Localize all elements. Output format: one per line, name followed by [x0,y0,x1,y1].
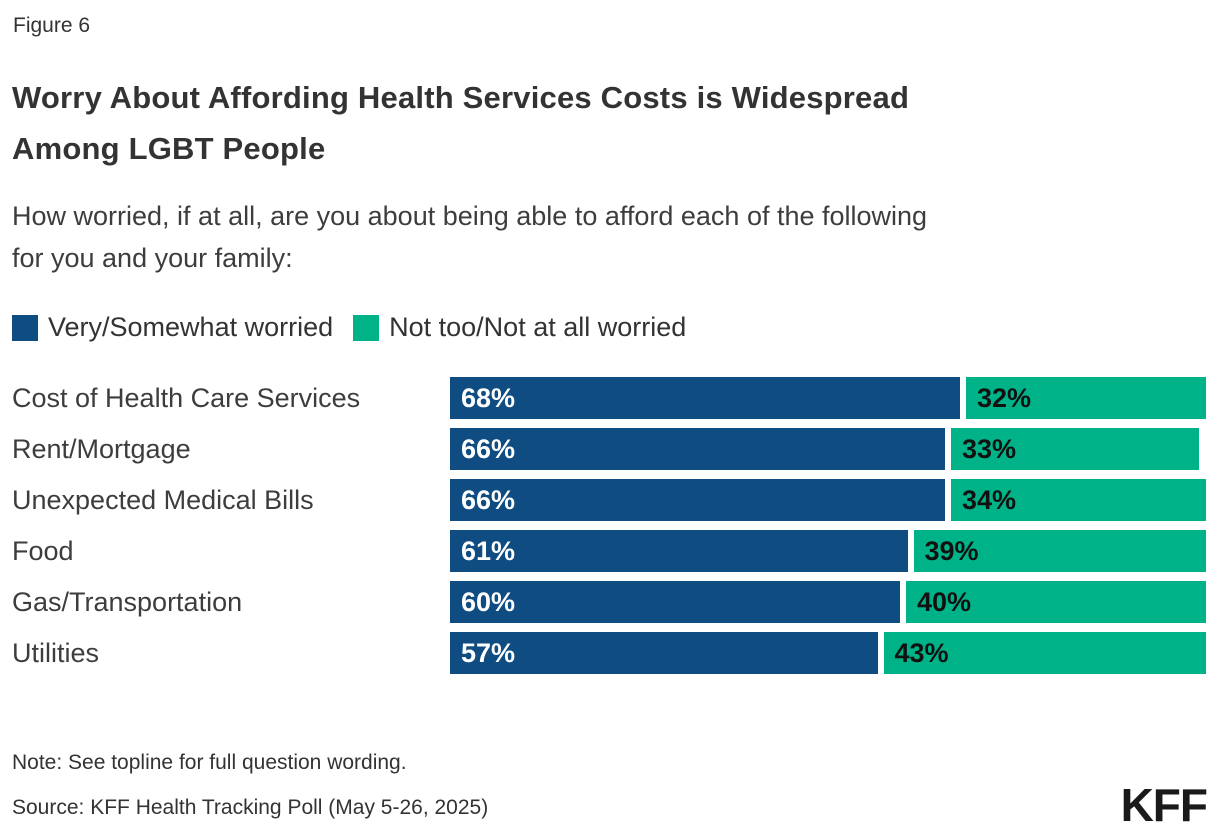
bar-segment-not-worried: 40% [906,581,1206,623]
bar-value-worried: 68% [461,382,516,413]
bar-segment-worried: 57% [450,632,878,674]
category-label: Rent/Mortgage [12,433,191,464]
bar-value-worried: 57% [461,637,516,668]
bar-segment-not-worried: 34% [951,479,1206,521]
legend-swatch-not-worried [353,314,380,341]
legend-label-not-worried: Not too/Not at all worried [389,312,687,342]
bar-value-not-worried: 34% [962,484,1017,515]
chart-row: Gas/Transportation 60% 40% [12,581,1208,623]
bar-value-not-worried: 40% [917,586,972,617]
bar-segment-worried: 68% [450,377,960,419]
chart-row: Food 61% 39% [12,530,1208,572]
bar-value-not-worried: 33% [962,433,1017,464]
bar-value-not-worried: 32% [977,382,1032,413]
note-text: Note: See topline for full question word… [12,751,407,774]
chart-subtitle: How worried, if at all, are you about be… [12,201,928,273]
chart: Cost of Health Care Services 68% 32% Rent/M… [12,377,1208,683]
bar-segment-worried: 66% [450,479,945,521]
bar-segment-worried: 66% [450,428,945,470]
chart-row: Utilities 57% 43% [12,632,1208,674]
legend-item-not-worried: Not too/Not at all worried [353,312,686,343]
bar-value-not-worried: 39% [924,535,979,566]
category-label: Food [12,535,74,566]
figure-label: Figure 6 [13,14,91,37]
category-label: Utilities [12,637,100,668]
bar-segment-not-worried: 39% [913,530,1206,572]
chart-row: Cost of Health Care Services 68% 32% [12,377,1208,419]
bar-value-worried: 66% [461,484,516,515]
bar-segment-worried: 61% [450,530,908,572]
source-text: Source: KFF Health Tracking Poll (May 5-… [12,796,489,819]
legend-label-worried: Very/Somewhat worried [48,312,334,342]
legend-item-worried: Very/Somewhat worried [12,312,333,343]
legend: Very/Somewhat worried Not too/Not at all… [12,312,686,343]
category-label: Cost of Health Care Services [12,382,361,413]
bar-segment-not-worried: 43% [883,632,1206,674]
bar-value-worried: 66% [461,433,516,464]
bar-segment-worried: 60% [450,581,900,623]
bar-value-worried: 60% [461,586,516,617]
bar-segment-not-worried: 33% [951,428,1199,470]
category-label: Unexpected Medical Bills [12,484,314,515]
chart-title: Worry About Affording Health Services Co… [12,80,910,166]
legend-swatch-worried [12,314,38,341]
chart-row: Unexpected Medical Bills 66% 34% [12,479,1208,521]
bar-value-not-worried: 43% [894,637,949,668]
kff-logo: KFF [1120,779,1208,831]
category-label: Gas/Transportation [12,586,243,617]
bar-value-worried: 61% [461,535,516,566]
bar-segment-not-worried: 32% [966,377,1206,419]
chart-row: Rent/Mortgage 66% 33% [12,428,1208,470]
